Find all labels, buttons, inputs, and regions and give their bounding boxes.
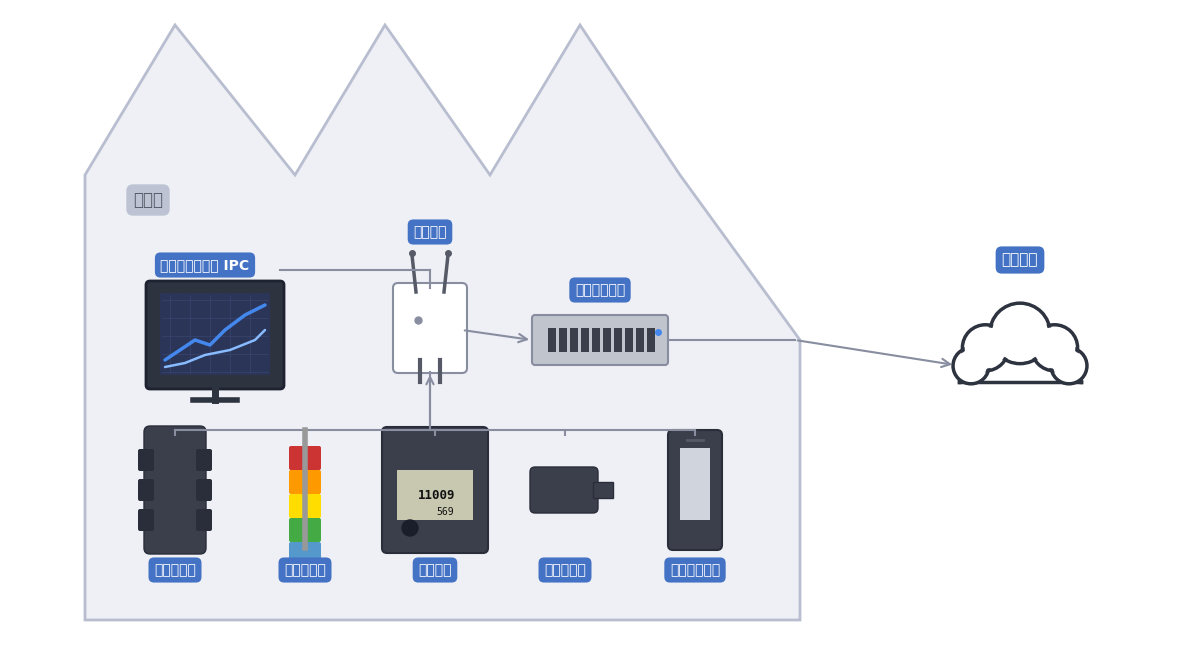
- Circle shape: [1054, 351, 1084, 381]
- FancyBboxPatch shape: [382, 427, 488, 553]
- FancyBboxPatch shape: [614, 328, 622, 352]
- FancyBboxPatch shape: [602, 328, 611, 352]
- FancyBboxPatch shape: [138, 509, 154, 531]
- Text: 作機員用端末: 作機員用端末: [670, 563, 720, 577]
- FancyBboxPatch shape: [581, 328, 589, 352]
- FancyBboxPatch shape: [593, 482, 613, 498]
- FancyBboxPatch shape: [559, 328, 566, 352]
- FancyBboxPatch shape: [532, 315, 668, 365]
- FancyBboxPatch shape: [196, 449, 212, 471]
- Text: 569: 569: [436, 507, 454, 517]
- FancyBboxPatch shape: [289, 494, 322, 518]
- FancyBboxPatch shape: [146, 281, 284, 389]
- FancyBboxPatch shape: [625, 328, 634, 352]
- FancyBboxPatch shape: [289, 518, 322, 542]
- Circle shape: [992, 306, 1048, 361]
- Text: クラウド: クラウド: [1002, 253, 1038, 267]
- Text: 近接センサ: 近接センサ: [544, 563, 586, 577]
- FancyBboxPatch shape: [592, 328, 600, 352]
- FancyBboxPatch shape: [397, 470, 473, 520]
- Text: カウンタ: カウンタ: [419, 563, 451, 577]
- Circle shape: [1034, 328, 1074, 368]
- FancyBboxPatch shape: [548, 328, 556, 352]
- Text: アドバンテック IPC: アドバンテック IPC: [161, 258, 250, 272]
- Circle shape: [1032, 325, 1078, 371]
- FancyBboxPatch shape: [955, 330, 1085, 380]
- Text: 11009: 11009: [419, 489, 456, 501]
- Text: 工場内: 工場内: [133, 191, 163, 209]
- FancyBboxPatch shape: [138, 449, 154, 471]
- FancyBboxPatch shape: [530, 467, 598, 513]
- Circle shape: [402, 520, 418, 536]
- Text: ゲートウェイ: ゲートウェイ: [575, 283, 625, 297]
- FancyBboxPatch shape: [570, 328, 578, 352]
- FancyBboxPatch shape: [680, 448, 710, 520]
- Circle shape: [965, 328, 1006, 368]
- FancyBboxPatch shape: [144, 426, 206, 554]
- Text: パトライト: パトライト: [284, 563, 326, 577]
- FancyBboxPatch shape: [647, 328, 655, 352]
- FancyBboxPatch shape: [959, 366, 1081, 380]
- FancyBboxPatch shape: [636, 328, 644, 352]
- Text: ルーター: ルーター: [413, 225, 446, 239]
- FancyBboxPatch shape: [668, 430, 722, 550]
- Circle shape: [990, 303, 1050, 363]
- FancyBboxPatch shape: [394, 283, 467, 373]
- Circle shape: [953, 348, 989, 384]
- Polygon shape: [85, 25, 800, 620]
- FancyBboxPatch shape: [289, 470, 322, 494]
- Circle shape: [1051, 348, 1087, 384]
- FancyBboxPatch shape: [138, 479, 154, 501]
- Circle shape: [956, 351, 986, 381]
- FancyBboxPatch shape: [196, 509, 212, 531]
- FancyBboxPatch shape: [160, 293, 270, 375]
- FancyBboxPatch shape: [289, 446, 322, 470]
- Circle shape: [962, 325, 1008, 371]
- FancyBboxPatch shape: [196, 479, 212, 501]
- FancyBboxPatch shape: [289, 542, 322, 566]
- Text: オイル流量: オイル流量: [154, 563, 196, 577]
